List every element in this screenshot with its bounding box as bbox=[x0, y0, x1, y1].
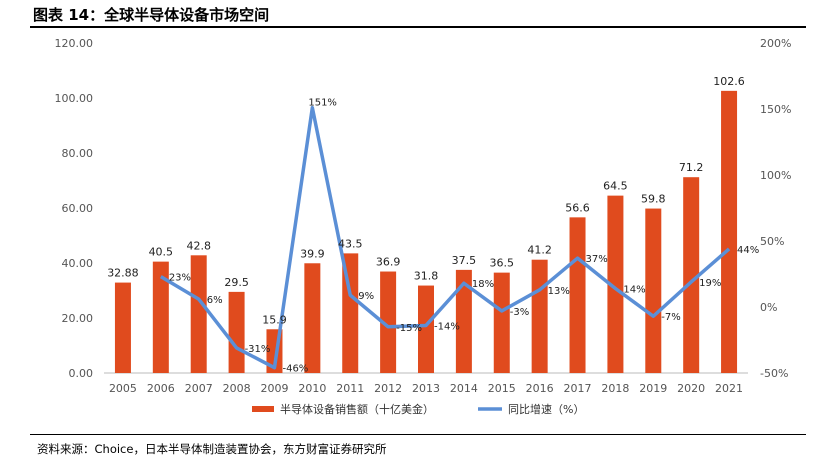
source-note: 资料来源：Choice，日本半导体制造装置协会，东方财富证券研究所 bbox=[37, 442, 387, 456]
left-tick-label: 0.00 bbox=[69, 367, 94, 380]
right-tick-label: 100% bbox=[760, 169, 791, 182]
x-tick-label: 2011 bbox=[336, 382, 364, 395]
left-tick-label: 120.00 bbox=[55, 37, 94, 50]
bar-value-label: 64.5 bbox=[603, 180, 628, 193]
x-tick-label: 2008 bbox=[223, 382, 251, 395]
bar bbox=[645, 208, 662, 373]
growth-line bbox=[159, 105, 731, 370]
bar-value-label: 39.9 bbox=[300, 247, 325, 260]
line-value-label: -31% bbox=[245, 344, 271, 355]
bar bbox=[304, 263, 321, 373]
footer: 资料来源：Choice，日本半导体制造装置协会，东方财富证券研究所 bbox=[0, 432, 814, 464]
bar bbox=[228, 291, 245, 373]
legend: 半导体设备销售额（十亿美金） 同比增速（%） bbox=[252, 402, 584, 416]
bar bbox=[455, 269, 472, 373]
bar bbox=[607, 195, 624, 373]
bar bbox=[721, 90, 738, 373]
x-tick-label: 2017 bbox=[564, 382, 592, 395]
line-value-label: 13% bbox=[548, 286, 570, 297]
bar bbox=[531, 259, 548, 373]
x-tick-label: 2007 bbox=[185, 382, 213, 395]
legend-line-label: 同比增速（%） bbox=[508, 402, 584, 416]
bar-value-label: 36.5 bbox=[490, 257, 515, 270]
x-tick-label: 2016 bbox=[526, 382, 554, 395]
bar-value-label: 29.5 bbox=[224, 276, 249, 289]
line-value-label: -15% bbox=[396, 323, 422, 334]
bar bbox=[418, 285, 434, 373]
right-tick-label: 50% bbox=[760, 235, 784, 248]
bar-series bbox=[114, 90, 738, 373]
chart-title: 图表 14：全球半导体设备市场空间 bbox=[33, 6, 270, 24]
bar-value-label: 56.6 bbox=[565, 201, 590, 214]
bar-value-label: 41.2 bbox=[527, 244, 552, 257]
bar-value-label: 31.8 bbox=[414, 270, 439, 283]
header: 图表 14：全球半导体设备市场空间 bbox=[0, 0, 814, 30]
bar-value-label: 102.6 bbox=[713, 75, 745, 88]
bar-value-label: 43.5 bbox=[338, 237, 363, 250]
title-rule bbox=[30, 26, 806, 28]
bar-value-label: 15.9 bbox=[262, 313, 287, 326]
x-tick-label: 2014 bbox=[450, 382, 478, 395]
x-tick-label: 2020 bbox=[677, 382, 705, 395]
left-tick-label: 40.00 bbox=[62, 257, 94, 270]
right-tick-label: 200% bbox=[760, 37, 791, 50]
chart: 0.00 20.00 40.00 60.00 80.00 100.00 120.00 -50… bbox=[55, 37, 792, 416]
bar bbox=[569, 217, 586, 373]
x-tick-label: 2006 bbox=[147, 382, 175, 395]
x-tick-label: 2018 bbox=[601, 382, 629, 395]
line-value-label: 37% bbox=[586, 254, 608, 265]
footer-rule bbox=[30, 434, 806, 435]
bar-data-labels: 32.88 40.5 42.8 29.5 15.9 39.9 43.5 36.9 31.8 37.… bbox=[107, 75, 745, 326]
legend-bar-label: 半导体设备销售额（十亿美金） bbox=[280, 402, 434, 416]
left-tick-label: 20.00 bbox=[62, 312, 94, 325]
right-tick-label: 0% bbox=[760, 301, 777, 314]
bar-value-label: 59.8 bbox=[641, 193, 666, 206]
line-series bbox=[159, 105, 731, 370]
x-tick-label: 2009 bbox=[260, 382, 288, 395]
bar bbox=[114, 282, 131, 373]
line-value-label: 14% bbox=[623, 285, 645, 296]
legend-bar-swatch bbox=[252, 406, 274, 412]
bar-value-label: 32.88 bbox=[107, 267, 139, 280]
x-tick-label: 2021 bbox=[715, 382, 743, 395]
bar-value-label: 40.5 bbox=[149, 246, 174, 259]
line-value-label: -14% bbox=[434, 321, 460, 332]
line-value-label: 151% bbox=[308, 98, 337, 109]
x-tick-label: 2019 bbox=[639, 382, 667, 395]
line-value-label: 9% bbox=[358, 291, 374, 302]
right-tick-label: -50% bbox=[760, 367, 788, 380]
x-tick-label: 2015 bbox=[488, 382, 516, 395]
bar bbox=[380, 271, 397, 373]
line-value-label: -7% bbox=[661, 312, 680, 323]
x-tick-label: 2005 bbox=[109, 382, 137, 395]
bar-value-label: 36.9 bbox=[376, 256, 401, 269]
bar bbox=[152, 261, 169, 373]
x-tick-label: 2013 bbox=[412, 382, 440, 395]
left-axis-ticks: 0.00 20.00 40.00 60.00 80.00 100.00 120.00 bbox=[55, 37, 94, 380]
x-axis-ticks: 2005 2006 2007 2008 2009 2010 2011 2012 2013 2014… bbox=[109, 382, 743, 395]
bar-value-label: 71.2 bbox=[679, 161, 704, 174]
line-value-label: 18% bbox=[472, 279, 494, 290]
x-tick-label: 2012 bbox=[374, 382, 402, 395]
bar-value-label: 37.5 bbox=[452, 254, 477, 267]
line-value-label: 6% bbox=[207, 295, 223, 306]
bar bbox=[683, 177, 700, 373]
line-value-label: 23% bbox=[169, 273, 191, 284]
bar bbox=[190, 255, 207, 373]
right-tick-label: 150% bbox=[760, 103, 791, 116]
left-tick-label: 60.00 bbox=[62, 202, 94, 215]
line-value-label: 44% bbox=[737, 245, 759, 256]
left-tick-label: 100.00 bbox=[55, 92, 94, 105]
line-value-label: -46% bbox=[282, 364, 308, 375]
line-value-label: -3% bbox=[510, 307, 529, 318]
bar bbox=[493, 272, 510, 373]
right-axis-ticks: -50% 0% 50% 100% 150% 200% bbox=[760, 37, 791, 380]
line-data-labels: 23% 6% -31% -46% 151% 9% -15% -14% 18% -3% 13% 37% 1… bbox=[169, 98, 759, 375]
left-tick-label: 80.00 bbox=[62, 147, 94, 160]
line-value-label: 19% bbox=[699, 278, 721, 289]
x-tick-label: 2010 bbox=[298, 382, 326, 395]
bar-value-label: 42.8 bbox=[186, 239, 211, 252]
